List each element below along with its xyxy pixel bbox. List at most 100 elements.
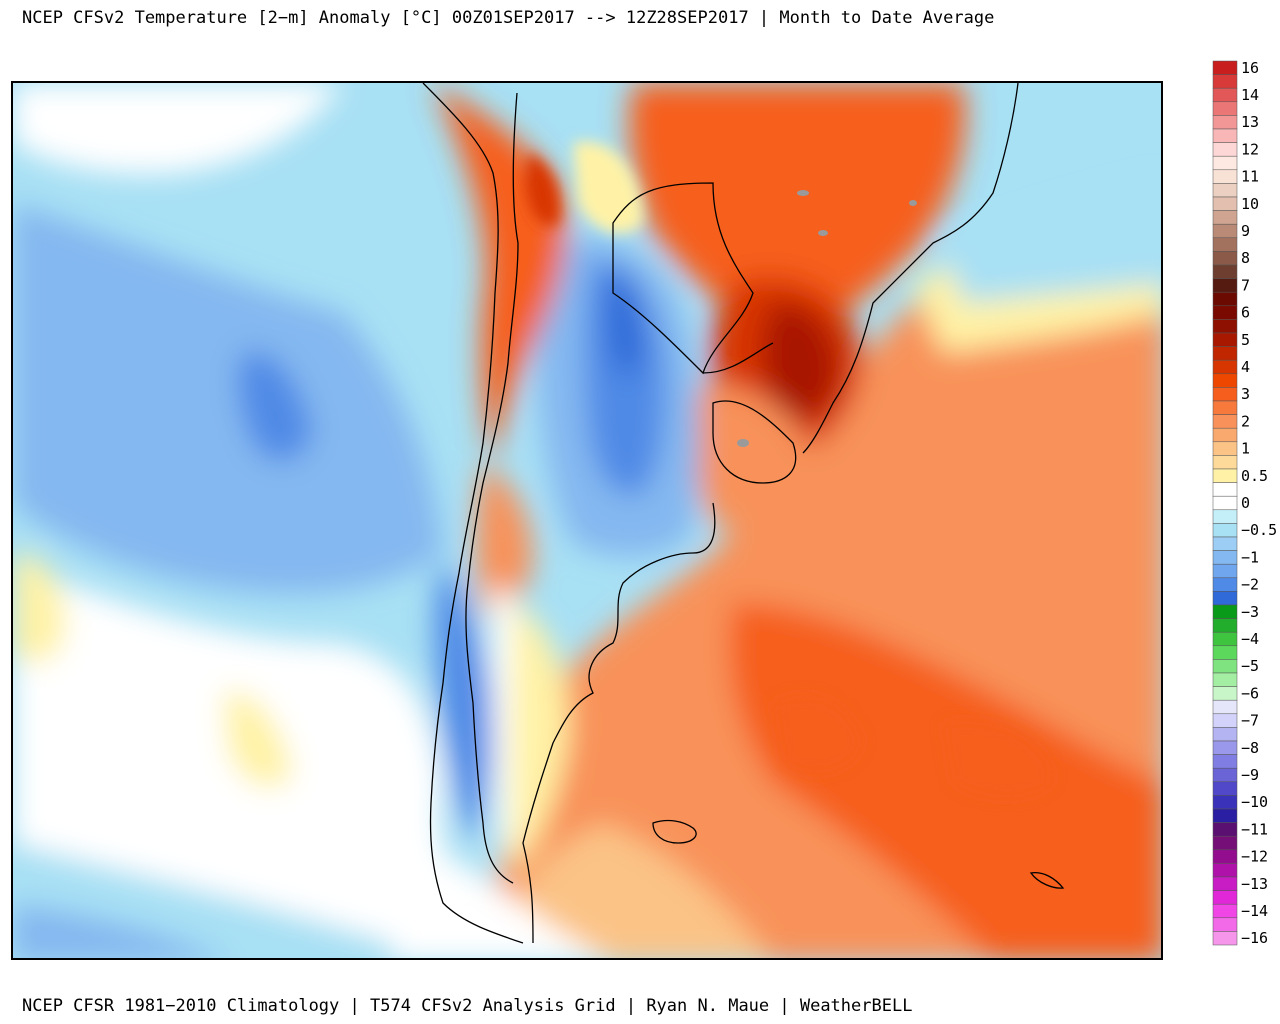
legend-label: −0.5 [1241,521,1277,539]
legend-label: 3 [1241,385,1250,403]
legend-swatch [1212,87,1238,103]
legend-swatch [1212,672,1238,687]
legend-swatch [1212,781,1238,796]
pacific-neutral-north [13,83,343,174]
legend-label: 5 [1241,331,1250,349]
paraguay-border [612,182,754,375]
legend-label: 8 [1241,249,1250,267]
brazil-southern-border [702,342,774,374]
legend-swatch [1212,332,1238,347]
patagonia-slight-warm [511,603,569,873]
legend-label: −7 [1241,712,1259,730]
andes-border [465,92,519,884]
legend-swatch [1212,808,1238,823]
legend-swatch [1212,890,1238,905]
legend-swatch [1212,291,1238,307]
legend-swatch [1212,645,1238,660]
legend-swatch [1212,618,1238,633]
legend-swatch [1212,359,1238,375]
legend-swatch [1212,767,1238,783]
pacific-cold-region [13,203,443,594]
brazil-atlantic-coast [802,83,1019,454]
south-atlantic-warmer-patch [773,695,863,774]
legend-swatch [1212,604,1238,619]
legend-swatch [1212,264,1238,279]
legend-swatch [1212,482,1238,497]
pacific-warm-patch-2 [223,691,293,788]
legend-swatch [1212,155,1238,171]
legend-swatch [1212,237,1238,252]
legend-swatch [1212,699,1238,715]
legend-label: −12 [1241,848,1268,866]
legend-swatch [1212,550,1238,565]
north-andes-hot [525,153,560,226]
legend-swatch [1212,183,1238,198]
legend-swatch [1212,387,1238,402]
legend-swatch [1212,822,1238,837]
argentina-atlantic-coast [522,502,716,944]
map-title: NCEP CFSv2 Temperature [2−m] Anomaly [°C… [22,8,995,28]
legend-label: −14 [1241,902,1268,920]
legend-swatch [1212,713,1238,728]
legend-label: 2 [1241,412,1250,430]
legend-swatch [1212,319,1238,334]
argentina-cold-core [584,261,665,495]
legend-swatch [1212,223,1238,239]
argentina-coldest [606,273,643,376]
legend-swatch [1212,509,1238,524]
legend-label: 6 [1241,304,1250,322]
legend-swatch [1212,210,1238,225]
legend-swatch [1212,373,1238,388]
legend-label: −11 [1241,820,1268,838]
legend-swatch [1212,346,1238,361]
legend-swatch [1212,563,1238,579]
coastlines [422,83,1065,944]
legend-swatch [1212,536,1238,551]
legend-swatch [1212,740,1238,755]
tierra-del-fuego-neutral [413,843,606,958]
atlantic-warmer-band [729,603,1161,958]
legend-swatch [1212,468,1238,483]
legend-label: 13 [1241,113,1259,131]
legend-swatch [1212,305,1238,320]
legend-swatch [1212,169,1238,184]
legend-swatch [1212,686,1238,701]
legend-swatch [1212,427,1238,443]
brazil-warm-region [629,83,966,343]
legend-swatch [1212,903,1238,919]
atlantic-warmer-patch [943,721,1053,798]
legend-label: −9 [1241,766,1259,784]
legend-swatch [1212,835,1238,851]
legend-label: 4 [1241,358,1250,376]
chile-coastline [422,83,524,944]
legend-swatch [1212,727,1238,742]
pacific-south-cold [13,903,225,958]
legend-swatch [1212,455,1238,470]
legend-label: −3 [1241,603,1259,621]
brazil-cool-coast [943,183,1161,303]
south-georgia-island [1029,872,1065,889]
legend-label: −6 [1241,684,1259,702]
legend-swatch [1212,754,1238,769]
legend-label: −5 [1241,657,1259,675]
legend-label: −16 [1241,929,1268,947]
legend-swatch [1212,142,1238,157]
credits-footer: NCEP CFSR 1981−2010 Climatology | T574 C… [22,996,913,1016]
legend-swatch [1212,74,1238,89]
legend-label: 1 [1241,440,1250,458]
legend-label: −1 [1241,548,1259,566]
legend-swatch [1212,441,1238,456]
southern-brazil-hottest [761,302,839,421]
legend-swatch [1212,400,1238,415]
legend-label: −8 [1241,739,1259,757]
legend-label: 7 [1241,276,1250,294]
legend-swatch [1212,196,1238,211]
legend-label: 12 [1241,140,1259,158]
legend-swatch [1212,931,1238,946]
legend-swatch [1212,115,1238,130]
legend-label: 16 [1241,59,1259,77]
pacific-warm-patch [13,553,66,663]
legend-label: 0.5 [1241,467,1268,485]
legend-swatch [1212,495,1238,511]
legend-label: 0 [1241,494,1250,512]
